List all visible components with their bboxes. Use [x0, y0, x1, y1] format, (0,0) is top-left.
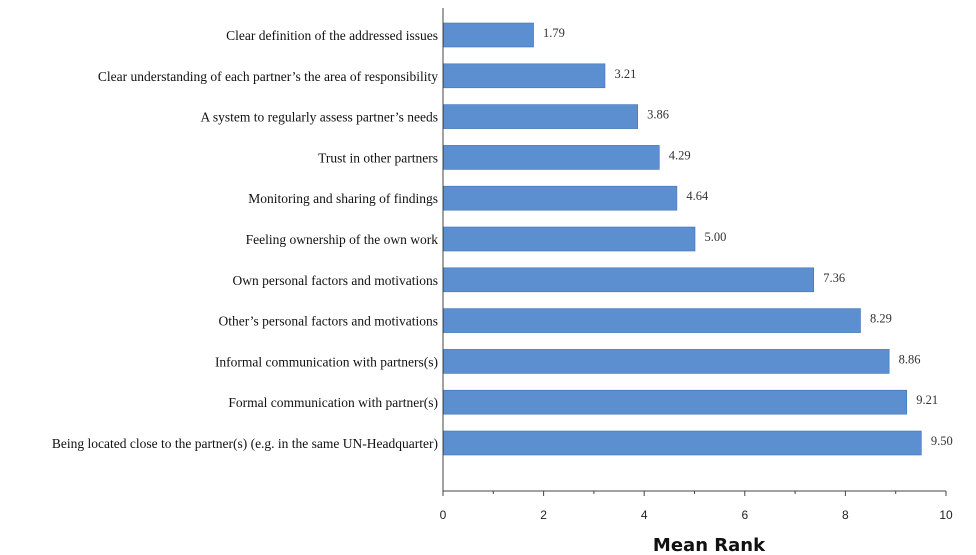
value-label: 1.79 — [543, 26, 565, 40]
x-tick-label: 4 — [641, 508, 648, 522]
x-tick-label: 6 — [741, 508, 748, 522]
value-label: 8.86 — [899, 352, 921, 366]
value-label: 9.21 — [916, 393, 938, 407]
x-axis-group: 0 2 4 6 8 10 — [440, 8, 953, 522]
bar — [443, 145, 660, 170]
value-label: 3.21 — [614, 67, 636, 81]
bar — [443, 104, 638, 129]
value-label: 9.50 — [931, 434, 953, 448]
x-tick-label: 0 — [440, 508, 447, 522]
category-label: Informal communication with partners(s) — [215, 354, 438, 369]
category-label: Formal communication with partner(s) — [228, 395, 438, 410]
value-label: 5.00 — [705, 230, 727, 244]
category-label: Monitoring and sharing of findings — [248, 191, 438, 206]
category-label: A system to regularly assess partner’s n… — [201, 110, 438, 125]
value-label: 3.86 — [647, 108, 669, 122]
bar — [443, 430, 922, 456]
bar — [443, 349, 890, 374]
category-labels-group: Clear definition of the addressed issues… — [52, 28, 438, 451]
x-tick-label: 2 — [540, 508, 547, 522]
value-label: 7.36 — [823, 271, 845, 285]
bar — [443, 63, 606, 89]
x-tick-label: 10 — [939, 508, 953, 522]
value-label: 4.29 — [669, 148, 691, 162]
bar — [443, 308, 861, 333]
value-labels-group: 1.79 3.21 3.86 4.29 4.64 5.00 7.36 8.29 8.86 9.21… — [543, 26, 953, 448]
x-tick-label: 8 — [842, 508, 849, 522]
category-label: Clear definition of the addressed issues — [226, 28, 438, 43]
x-axis-title: Mean Rank — [653, 535, 766, 555]
value-label: 8.29 — [870, 312, 892, 326]
category-label: Feeling ownership of the own work — [246, 232, 439, 247]
value-label: 4.64 — [686, 189, 709, 203]
bar — [443, 226, 696, 252]
category-label: Own personal factors and motivations — [233, 273, 438, 288]
category-label: Other’s personal factors and motivations — [219, 314, 438, 329]
bars-group — [443, 22, 922, 456]
bar — [443, 22, 534, 48]
bar — [443, 389, 908, 415]
category-label: Trust in other partners — [318, 150, 438, 165]
bar — [443, 267, 815, 293]
bar — [443, 185, 678, 211]
category-label: Clear understanding of each partner’s th… — [98, 69, 438, 84]
category-label: Being located close to the partner(s) (e… — [52, 436, 438, 451]
